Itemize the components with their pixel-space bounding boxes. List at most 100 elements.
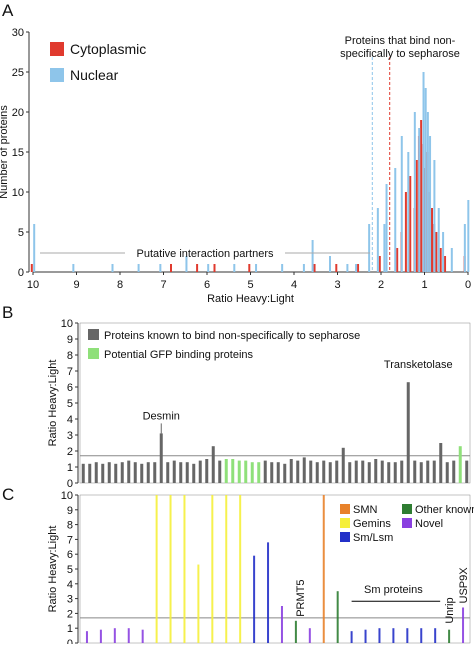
- annotation: Desmin: [143, 410, 180, 422]
- legend-label: Sm/Lsm: [353, 532, 393, 544]
- bar: [276, 462, 280, 483]
- y-tick-label: 5: [67, 564, 73, 576]
- bar: [328, 462, 332, 483]
- bar: [127, 460, 131, 483]
- legend-swatch: [50, 68, 64, 82]
- bar: [94, 462, 98, 483]
- annotation: Proteins that bind non-: [345, 35, 456, 47]
- bar: [107, 462, 111, 483]
- bar: [376, 208, 379, 272]
- x-axis-label: Ratio Heavy:Light: [207, 293, 294, 305]
- bar: [367, 462, 371, 483]
- bar: [141, 629, 144, 643]
- y-axis-label: Number of proteins: [0, 105, 10, 199]
- y-tick-label: 6: [67, 549, 73, 561]
- bar: [185, 462, 189, 483]
- annotation: specifically to sepharose: [340, 48, 460, 60]
- bar: [237, 460, 241, 483]
- bar: [170, 264, 172, 272]
- x-tick-label: 6: [204, 279, 210, 291]
- bar: [465, 460, 469, 483]
- bar: [448, 629, 451, 643]
- bar: [439, 443, 443, 483]
- annotation: PRMT5: [295, 580, 307, 617]
- bar: [127, 628, 130, 643]
- bar: [383, 224, 386, 272]
- bar: [283, 463, 287, 483]
- bar: [99, 629, 102, 643]
- legend-swatch: [340, 518, 350, 528]
- x-tick-label: 8: [117, 279, 123, 291]
- bar: [281, 264, 284, 272]
- y-tick-label: 15: [12, 147, 24, 159]
- bar: [233, 264, 236, 272]
- bar: [159, 433, 163, 483]
- bar: [374, 459, 378, 483]
- bar: [231, 459, 235, 483]
- bar: [270, 462, 274, 483]
- bar: [322, 495, 325, 643]
- x-tick-label: 3: [334, 279, 340, 291]
- legend-swatch: [50, 42, 64, 56]
- bar: [335, 264, 338, 272]
- bar: [444, 256, 447, 272]
- bar: [407, 152, 410, 272]
- bar: [192, 463, 196, 483]
- bar: [81, 463, 85, 483]
- legend-label: Nuclear: [70, 67, 119, 83]
- bar: [137, 264, 140, 272]
- bar: [380, 460, 384, 483]
- bar: [172, 460, 176, 483]
- y-tick-label: 8: [67, 350, 73, 362]
- bar: [346, 264, 349, 272]
- x-tick-label: 5: [247, 279, 253, 291]
- bar: [348, 462, 352, 483]
- bar: [263, 460, 267, 483]
- bar: [426, 460, 430, 483]
- bar: [419, 462, 423, 483]
- x-tick-label: 4: [291, 279, 297, 291]
- bar: [335, 460, 339, 483]
- bar: [435, 232, 438, 272]
- bar: [400, 136, 403, 272]
- bar: [422, 72, 425, 272]
- legend-label: Proteins known to bind non-specifically …: [104, 330, 360, 342]
- y-tick-label: 20: [12, 107, 24, 119]
- bar: [458, 446, 462, 483]
- bar: [442, 232, 445, 272]
- plot-frame: [79, 494, 471, 644]
- bar: [133, 462, 137, 483]
- bar: [311, 240, 314, 272]
- legend-swatch: [88, 348, 99, 359]
- bar: [146, 462, 150, 483]
- y-tick-label: 30: [12, 27, 24, 39]
- bar: [313, 264, 316, 272]
- bar: [355, 264, 358, 272]
- bar: [404, 192, 407, 272]
- bar: [120, 462, 124, 483]
- legend-swatch: [88, 329, 99, 340]
- y-axis-label: Ratio Heavy:Light: [47, 526, 59, 613]
- legend-label: Cytoplasmic: [70, 41, 146, 57]
- bar: [239, 495, 242, 643]
- bar: [385, 184, 388, 272]
- bar: [431, 208, 433, 272]
- annotation: USP9X: [458, 567, 470, 604]
- annotation: Putative interaction partners: [137, 248, 274, 260]
- bar: [289, 459, 293, 483]
- bar: [140, 463, 144, 483]
- bar: [413, 112, 416, 272]
- bar: [437, 208, 440, 272]
- bar: [315, 462, 319, 483]
- bar: [452, 460, 456, 483]
- bar: [153, 462, 157, 483]
- bar: [329, 256, 331, 272]
- panel-letter: A: [2, 1, 14, 20]
- y-tick-label: 5: [18, 227, 24, 239]
- y-tick-label: 8: [67, 520, 73, 532]
- x-tick-label: 1: [421, 279, 427, 291]
- y-tick-label: 1: [67, 623, 73, 635]
- y-tick-label: 25: [12, 67, 24, 79]
- bar: [225, 495, 228, 643]
- y-tick-label: 7: [67, 366, 73, 378]
